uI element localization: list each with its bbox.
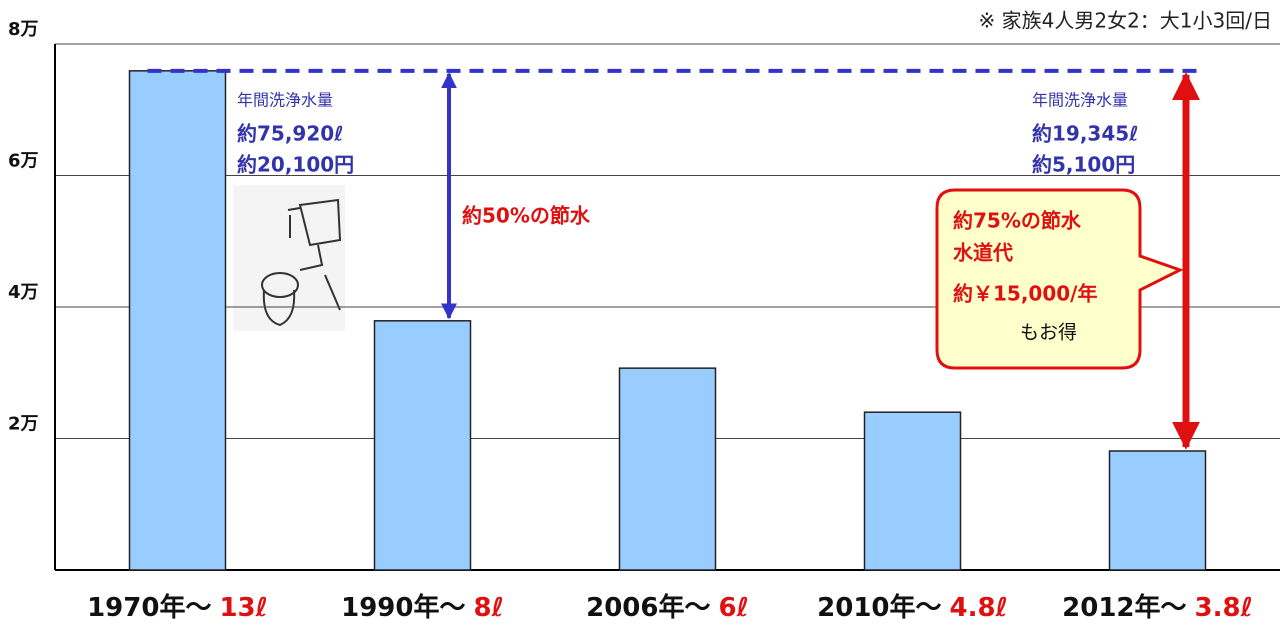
bar (1110, 451, 1206, 570)
category: 2006年～ (586, 592, 710, 623)
y-tick-label: 8万 (8, 19, 39, 40)
note: ※ 家族4人男2女2：大1小3回/日 (979, 9, 1272, 33)
toilet-illustration (233, 185, 345, 331)
annotation: 約19,345ℓ (1032, 122, 1139, 146)
y-tick-label: 2万 (8, 414, 39, 435)
callout-text: もお得 (1020, 322, 1077, 344)
x-tick-label: 1990年～ 8ℓ (341, 592, 504, 623)
flush-volume: 6ℓ (719, 593, 749, 623)
category: 1990年～ (341, 592, 465, 623)
y-tick-label: 6万 (8, 151, 39, 172)
flush-volume: 8ℓ (474, 593, 504, 623)
callout-text: 水道代 (953, 241, 1013, 265)
x-tick-label: 1970年～ 13ℓ (87, 592, 268, 623)
saving-label: 約50%の節水 (462, 204, 591, 228)
annotation: 約75,920ℓ (237, 122, 344, 146)
bar (620, 368, 716, 570)
bar (375, 321, 471, 570)
x-tick-label: 2010年～ 4.8ℓ (817, 592, 1008, 623)
x-tick-label: 2006年～ 6ℓ (586, 592, 749, 623)
callout-text: 約75%の節水 (953, 209, 1082, 233)
chart: ※ 家族4人男2女2：大1小3回/日 2万 4万 6万 8万 1970年～ 13ℓ 1990… (0, 0, 1286, 627)
callout-text: 約￥15,000/年 (953, 282, 1097, 306)
bar (865, 412, 961, 570)
flush-volume: 13ℓ (219, 593, 267, 623)
flush-volume: 3.8ℓ (1195, 593, 1253, 623)
y-tick-label: 4万 (8, 282, 39, 303)
category: 2010年～ (817, 592, 941, 623)
annotation: 年間洗浄水量 (1032, 91, 1128, 110)
annotation: 約20,100円 (237, 153, 354, 177)
bar (130, 71, 226, 570)
category: 1970年～ (87, 592, 211, 623)
x-tick-label: 2012年～ 3.8ℓ (1062, 592, 1253, 623)
flush-volume: 4.8ℓ (950, 593, 1008, 623)
annotation: 年間洗浄水量 (237, 91, 333, 110)
category: 2012年～ (1062, 592, 1186, 623)
annotation: 約5,100円 (1032, 153, 1135, 177)
